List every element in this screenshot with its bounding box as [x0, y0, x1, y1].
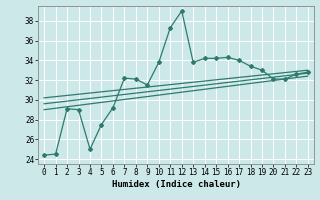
X-axis label: Humidex (Indice chaleur): Humidex (Indice chaleur) — [111, 180, 241, 189]
